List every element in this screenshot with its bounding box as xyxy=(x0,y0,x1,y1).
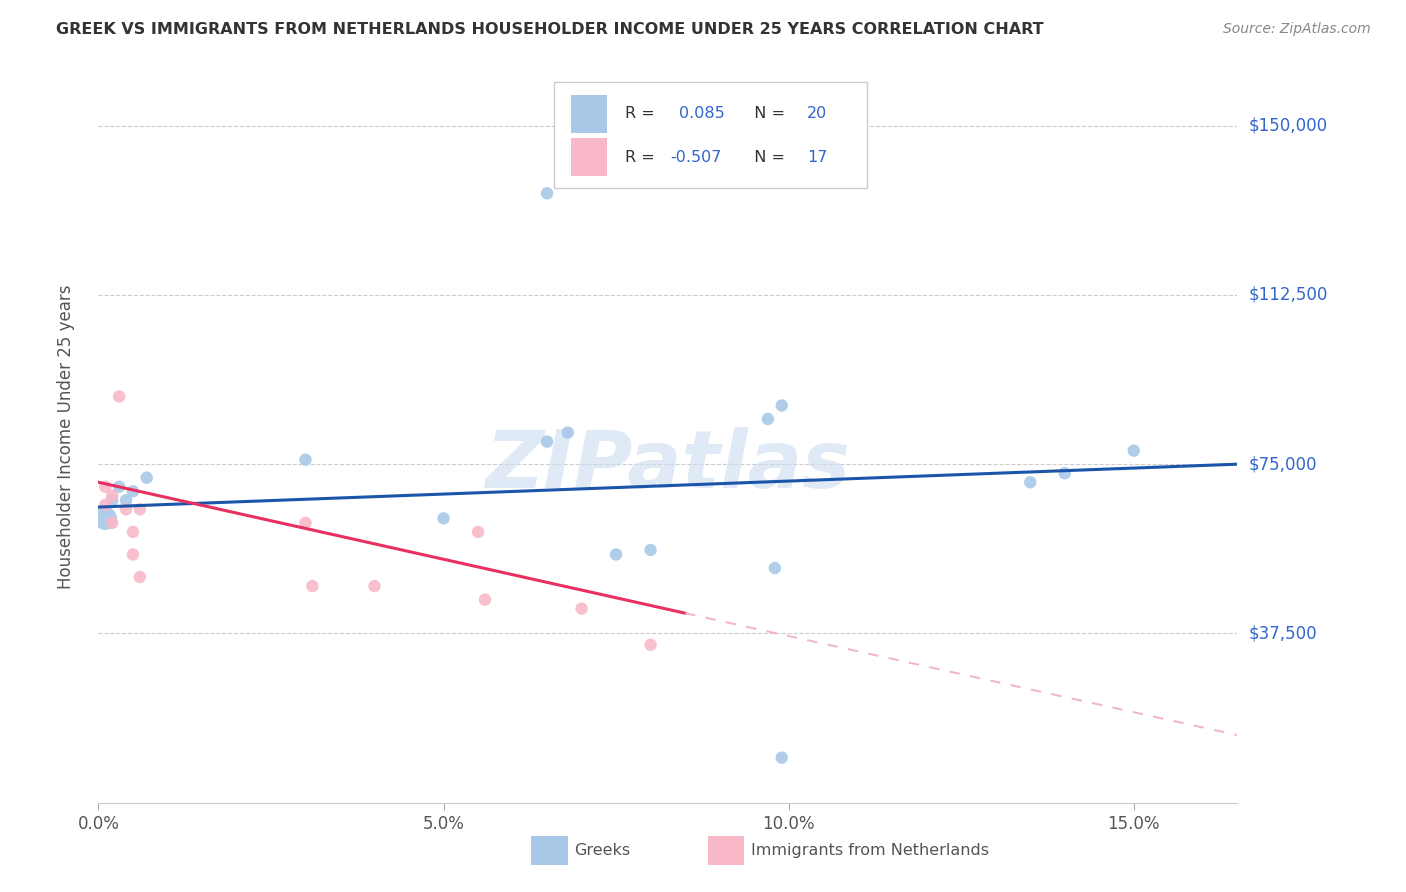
Text: 17: 17 xyxy=(807,150,827,165)
Text: N =: N = xyxy=(744,106,790,121)
FancyBboxPatch shape xyxy=(554,82,868,188)
Point xyxy=(108,480,131,494)
Point xyxy=(101,516,124,530)
Point xyxy=(557,425,579,440)
Y-axis label: Householder Income Under 25 years: Householder Income Under 25 years xyxy=(56,285,75,590)
Point xyxy=(301,579,323,593)
FancyBboxPatch shape xyxy=(571,95,607,133)
Text: 20: 20 xyxy=(807,106,827,121)
Point xyxy=(108,389,131,403)
Point xyxy=(536,186,558,201)
Point xyxy=(122,524,145,539)
Point xyxy=(115,502,138,516)
Text: -0.507: -0.507 xyxy=(671,150,721,165)
Point xyxy=(640,638,662,652)
Point xyxy=(94,511,117,525)
Text: R =: R = xyxy=(624,106,659,121)
FancyBboxPatch shape xyxy=(531,836,568,865)
Text: GREEK VS IMMIGRANTS FROM NETHERLANDS HOUSEHOLDER INCOME UNDER 25 YEARS CORRELATI: GREEK VS IMMIGRANTS FROM NETHERLANDS HOU… xyxy=(56,22,1043,37)
Text: ZIPatlas: ZIPatlas xyxy=(485,427,851,506)
Point xyxy=(294,452,316,467)
Point xyxy=(128,502,150,516)
Point xyxy=(128,570,150,584)
Text: N =: N = xyxy=(744,150,790,165)
Text: Greeks: Greeks xyxy=(575,843,630,858)
Point xyxy=(122,484,145,499)
Point xyxy=(363,579,385,593)
Text: Immigrants from Netherlands: Immigrants from Netherlands xyxy=(751,843,988,858)
Point xyxy=(432,511,454,525)
Point xyxy=(605,548,627,562)
Text: Source: ZipAtlas.com: Source: ZipAtlas.com xyxy=(1223,22,1371,37)
Point xyxy=(135,471,157,485)
Point xyxy=(467,524,489,539)
Text: $112,500: $112,500 xyxy=(1249,285,1327,304)
Text: $75,000: $75,000 xyxy=(1249,455,1317,473)
Point xyxy=(474,592,496,607)
Point xyxy=(770,399,793,413)
Point xyxy=(756,412,779,426)
Point xyxy=(763,561,786,575)
Point xyxy=(294,516,316,530)
Text: R =: R = xyxy=(624,150,659,165)
Point xyxy=(1122,443,1144,458)
Text: 0.085: 0.085 xyxy=(679,106,725,121)
Text: $150,000: $150,000 xyxy=(1249,117,1327,135)
FancyBboxPatch shape xyxy=(571,138,607,176)
Point xyxy=(94,498,117,512)
Point xyxy=(94,480,117,494)
Text: $37,500: $37,500 xyxy=(1249,624,1317,642)
Point xyxy=(101,493,124,508)
FancyBboxPatch shape xyxy=(707,836,744,865)
Point xyxy=(640,543,662,558)
Point xyxy=(122,548,145,562)
Point xyxy=(536,434,558,449)
Point xyxy=(1053,466,1076,480)
Point xyxy=(115,493,138,508)
Point xyxy=(770,750,793,764)
Point xyxy=(101,489,124,503)
Point xyxy=(571,601,593,615)
Point xyxy=(1019,475,1042,490)
